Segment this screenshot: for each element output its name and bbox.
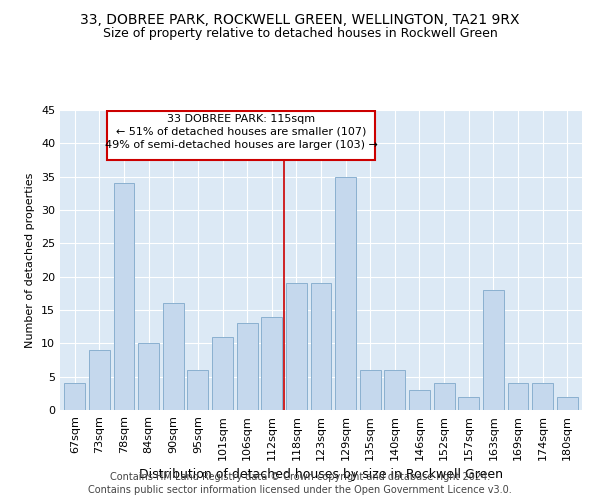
Text: Size of property relative to detached houses in Rockwell Green: Size of property relative to detached ho… — [103, 28, 497, 40]
Bar — [64, 384, 85, 410]
Bar — [236, 324, 257, 410]
Bar — [483, 290, 504, 410]
Bar — [532, 384, 553, 410]
Bar — [138, 344, 159, 410]
Bar — [261, 316, 282, 410]
Bar — [434, 384, 455, 410]
X-axis label: Distribution of detached houses by size in Rockwell Green: Distribution of detached houses by size … — [139, 468, 503, 481]
Bar — [311, 284, 331, 410]
Bar — [409, 390, 430, 410]
Text: 49% of semi-detached houses are larger (103) →: 49% of semi-detached houses are larger (… — [104, 140, 377, 149]
Text: 33 DOBREE PARK: 115sqm: 33 DOBREE PARK: 115sqm — [167, 114, 315, 124]
Bar — [107, 112, 375, 160]
Text: Contains HM Land Registry data © Crown copyright and database right 2024.: Contains HM Land Registry data © Crown c… — [110, 472, 490, 482]
Y-axis label: Number of detached properties: Number of detached properties — [25, 172, 35, 348]
Text: 33, DOBREE PARK, ROCKWELL GREEN, WELLINGTON, TA21 9RX: 33, DOBREE PARK, ROCKWELL GREEN, WELLING… — [80, 12, 520, 26]
Text: ← 51% of detached houses are smaller (107): ← 51% of detached houses are smaller (10… — [116, 127, 366, 137]
Bar — [360, 370, 381, 410]
Bar — [286, 284, 307, 410]
Text: Contains public sector information licensed under the Open Government Licence v3: Contains public sector information licen… — [88, 485, 512, 495]
Bar — [557, 396, 578, 410]
Bar — [113, 184, 134, 410]
Bar — [89, 350, 110, 410]
Bar — [385, 370, 406, 410]
Bar — [212, 336, 233, 410]
Bar — [335, 176, 356, 410]
Bar — [458, 396, 479, 410]
Bar — [163, 304, 184, 410]
Bar — [508, 384, 529, 410]
Bar — [187, 370, 208, 410]
